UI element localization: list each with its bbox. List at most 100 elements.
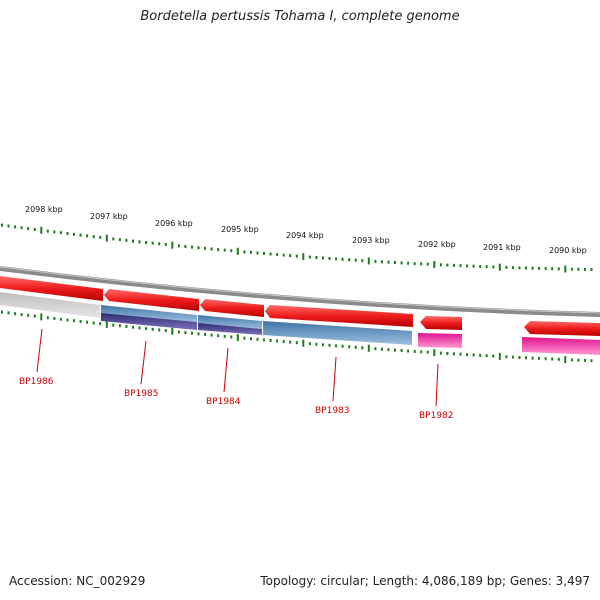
upper-scale-tick — [544, 267, 547, 271]
lower-scale-tick — [197, 332, 200, 336]
lower-scale-tick — [367, 344, 370, 352]
lower-scale-tick — [479, 353, 482, 357]
upper-scale-tick — [446, 263, 449, 267]
upper-scale-tick — [171, 241, 174, 249]
upper-scale-tick — [584, 267, 586, 271]
upper-scale-tick — [164, 243, 167, 246]
lower-scale-tick — [354, 345, 357, 349]
upper-scale-tick — [217, 248, 220, 252]
gene-label-bp1985: BP1985 — [124, 389, 159, 399]
upper-scale-tick — [138, 240, 141, 244]
lower-scale-tick — [420, 350, 423, 354]
lower-scale-tick — [145, 327, 148, 331]
upper-scale-tick — [46, 229, 49, 233]
upper-scale-tick — [282, 253, 285, 257]
upper-scale-tick — [335, 257, 338, 261]
gene-line-bp1984 — [223, 347, 229, 393]
lower-scale-tick — [289, 340, 292, 344]
lower-scale-tick — [511, 355, 514, 359]
lower-scale-tick — [230, 335, 233, 339]
gene-line-bp1985 — [140, 340, 147, 385]
upper-scale-tick — [243, 250, 246, 254]
lower-scale-tick — [184, 331, 187, 335]
upper-scale-tick — [407, 261, 410, 265]
upper-scale-tick — [525, 266, 527, 270]
upper-scale-tick — [426, 262, 429, 266]
upper-scale-tick — [184, 245, 187, 248]
forward-feature-6 — [524, 321, 600, 336]
lower-scale-tick — [171, 327, 174, 335]
upper-scale-tick — [118, 238, 121, 242]
lower-scale-tick — [249, 337, 252, 341]
upper-scale-tick — [328, 256, 331, 260]
lower-scale-tick — [217, 334, 220, 338]
upper-scale-tick — [551, 267, 554, 271]
reverse-feature-pink-2 — [522, 337, 600, 355]
upper-scale-tick — [263, 252, 265, 255]
lower-scale-tick — [256, 337, 259, 341]
upper-scale-tick — [295, 254, 298, 258]
lower-scale-tick — [177, 330, 180, 334]
upper-scale-tick — [485, 265, 488, 269]
lower-scale-tick — [86, 320, 89, 324]
lower-scale-tick — [322, 343, 324, 347]
upper-scale-tick — [322, 256, 324, 260]
scale-label-2090: 2090 kbp — [549, 246, 587, 255]
lower-scale-tick — [426, 350, 429, 354]
scale-label-2096: 2096 kbp — [155, 219, 193, 228]
lower-scale-tick — [348, 345, 351, 349]
lower-scale-tick — [590, 359, 593, 363]
lower-scale-tick — [66, 318, 69, 322]
upper-scale-tick — [557, 267, 560, 271]
scale-labels: 2098 kbp 2097 kbp 2096 kbp 2095 kbp 2094… — [25, 205, 587, 255]
lower-scale-tick — [236, 334, 239, 342]
lower-scale-tick — [538, 356, 541, 360]
lower-scale-tick — [439, 351, 442, 355]
lower-scale-tick — [505, 355, 508, 359]
lower-scale-tick — [407, 349, 410, 353]
lower-scale-tick — [466, 353, 469, 357]
upper-scale-tick — [341, 257, 344, 261]
lower-scale-tick — [380, 347, 383, 351]
forward-feature-4 — [265, 305, 413, 327]
upper-scale-tick — [59, 231, 62, 235]
reverse-feature-blue-2 — [198, 315, 262, 329]
genome-backbone — [0, 266, 600, 317]
lower-scale-tick — [413, 349, 416, 353]
upper-scale-tick — [498, 263, 501, 271]
lower-scale-tick — [315, 342, 318, 346]
lower-scale-tick — [446, 352, 449, 355]
lower-scale-tick — [269, 339, 272, 342]
upper-scale-tick — [361, 259, 364, 263]
upper-scale-tick — [145, 241, 148, 244]
upper-scale-tick — [354, 258, 357, 262]
reverse-feature-pink-1 — [418, 333, 462, 348]
upper-scale-tick — [73, 232, 75, 236]
upper-scale-tick — [197, 246, 200, 250]
lower-scale-tick — [394, 348, 396, 352]
gene-line-bp1983 — [332, 356, 337, 402]
lower-scale-tick — [518, 356, 521, 359]
lower-scale-tick — [53, 317, 56, 320]
lower-scale-tick — [33, 314, 36, 318]
upper-scale-tick — [53, 230, 56, 234]
lower-scale-tick — [302, 339, 305, 347]
upper-scale-tick — [7, 224, 10, 228]
gene-labels: BP1986 BP1985 BP1984 BP1983 BP1982 — [19, 377, 454, 421]
gene-label-bp1986: BP1986 — [19, 377, 54, 387]
upper-scale-tick — [249, 250, 252, 254]
forward-feature-5 — [420, 316, 462, 330]
lower-scale-tick — [308, 342, 311, 346]
upper-scale-tick — [92, 235, 95, 239]
forward-feature-1 — [0, 276, 103, 301]
upper-scale-tick — [33, 227, 36, 231]
lower-scale-tick — [544, 357, 547, 361]
upper-scale-tick — [132, 239, 134, 243]
scale-label-2091: 2091 kbp — [483, 243, 521, 252]
upper-scale-tick — [564, 265, 567, 273]
gene-line-bp1982 — [435, 363, 439, 407]
gene-line-bp1986 — [36, 328, 43, 373]
lower-scale-tick — [361, 346, 364, 350]
gene-label-bp1984: BP1984 — [206, 397, 241, 407]
